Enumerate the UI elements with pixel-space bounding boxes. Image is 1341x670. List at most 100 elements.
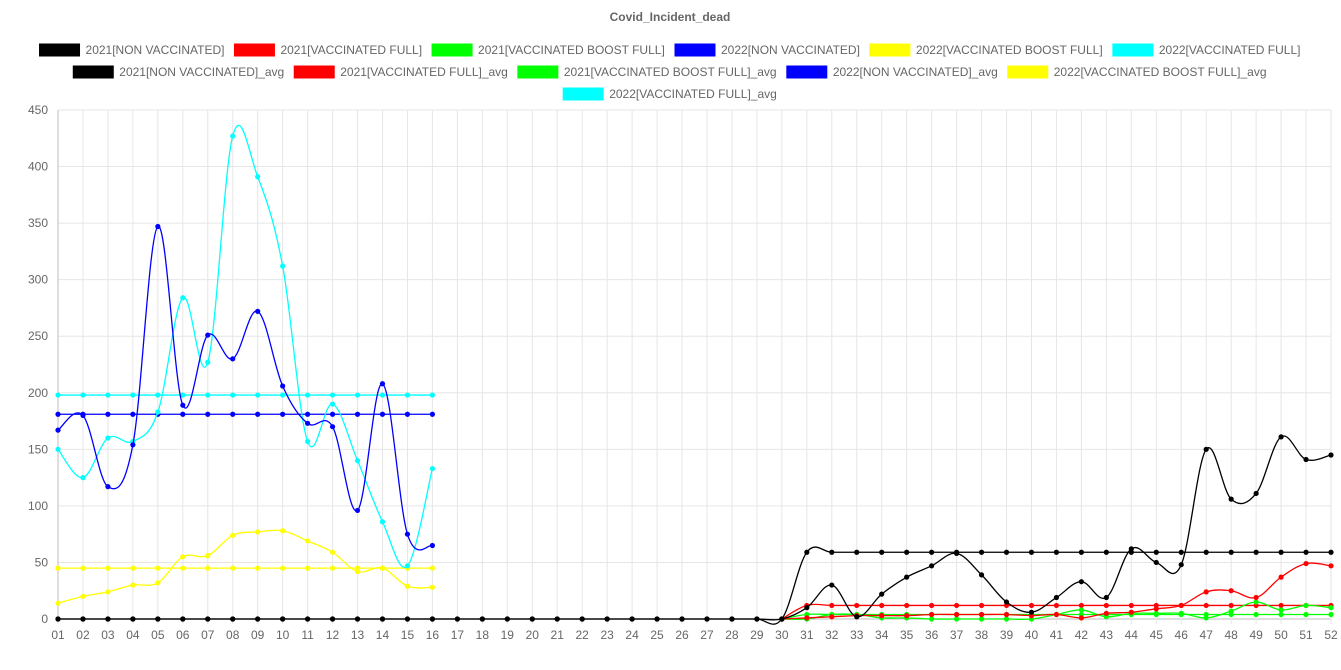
data-point	[729, 616, 735, 622]
series-9	[55, 411, 436, 417]
data-point	[1153, 559, 1159, 566]
data-point	[55, 600, 61, 606]
data-point	[978, 616, 985, 622]
data-point	[1328, 563, 1334, 569]
legend-swatch	[431, 43, 473, 57]
data-point	[529, 616, 535, 622]
data-point	[1303, 602, 1309, 609]
data-point	[329, 616, 336, 622]
data-point	[105, 411, 111, 417]
legend-item[interactable]: 2021[VACCINATED BOOST FULL]_avg	[517, 65, 777, 79]
data-point	[180, 392, 186, 398]
data-point	[379, 392, 386, 398]
legend-item[interactable]: 2022[NON VACCINATED]	[674, 43, 860, 57]
y-tick-label: 300	[28, 273, 48, 287]
data-point	[255, 616, 261, 622]
legend-item[interactable]: 2022[NON VACCINATED]_avg	[786, 65, 998, 79]
data-point	[1078, 607, 1084, 613]
data-point	[379, 411, 386, 417]
x-axis: 01 02 03 04 05 06 07 08 09 10 11 12 13 14 15 16 17 18 19 20…	[51, 628, 1338, 642]
legend-item[interactable]: 2021[NON VACCINATED]_avg	[72, 65, 284, 79]
data-point	[255, 529, 261, 535]
series-line	[57, 529, 433, 604]
x-tick-label: 52	[1324, 628, 1338, 642]
data-point	[1128, 609, 1134, 615]
data-point	[429, 584, 436, 590]
data-point	[404, 583, 411, 589]
legend-item[interactable]: 2021[VACCINATED FULL]	[233, 43, 422, 57]
data-point	[329, 392, 336, 398]
x-tick-label: 14	[376, 628, 390, 642]
x-tick-label: 48	[1224, 628, 1238, 642]
legend-swatch	[674, 43, 716, 57]
series-line	[57, 225, 433, 551]
data-point	[879, 591, 885, 597]
data-point	[804, 549, 810, 555]
data-point	[329, 549, 336, 555]
legend-item[interactable]: 2021[NON VACCINATED]	[39, 43, 225, 57]
x-tick-label: 47	[1200, 628, 1214, 642]
data-point	[130, 392, 136, 398]
legend-label: 2021[NON VACCINATED]	[86, 43, 225, 57]
data-point	[404, 616, 411, 622]
data-point	[429, 465, 436, 472]
legend-item[interactable]: 2022[VACCINATED BOOST FULL]	[869, 43, 1103, 57]
x-tick-label: 12	[326, 628, 340, 642]
data-point	[629, 616, 635, 622]
x-tick-label: 16	[426, 628, 440, 642]
data-point	[404, 563, 411, 569]
data-point	[205, 553, 211, 559]
data-point	[854, 602, 860, 609]
x-tick-label: 08	[226, 628, 240, 642]
data-point	[230, 411, 236, 417]
data-point	[155, 223, 161, 230]
legend-item[interactable]: 2022[VACCINATED BOOST FULL]_avg	[1007, 65, 1267, 79]
data-point	[105, 616, 111, 622]
data-point	[429, 411, 436, 417]
x-tick-label: 36	[925, 628, 939, 642]
data-point	[978, 602, 985, 609]
x-tick-label: 42	[1075, 628, 1089, 642]
data-point	[679, 616, 685, 622]
legend-item[interactable]: 2022[VACCINATED FULL]_avg	[562, 87, 777, 101]
x-tick-label: 09	[251, 628, 265, 642]
series-10	[55, 565, 436, 571]
legend-item[interactable]: 2022[VACCINATED FULL]	[1112, 43, 1301, 57]
x-tick-label: 43	[1100, 628, 1114, 642]
data-point	[255, 308, 261, 314]
legend-item[interactable]: 2021[VACCINATED BOOST FULL]	[431, 43, 665, 57]
data-point	[1228, 588, 1234, 594]
data-point	[280, 528, 286, 534]
x-tick-label: 27	[700, 628, 714, 642]
data-point	[255, 174, 261, 180]
data-point	[1103, 594, 1109, 601]
x-tick-label: 46	[1175, 628, 1189, 642]
x-tick-label: 41	[1050, 628, 1064, 642]
data-point	[55, 392, 61, 398]
x-tick-label: 50	[1274, 628, 1288, 642]
legend[interactable]: 2021[NON VACCINATED] 2021[VACCINATED FULL…	[39, 43, 1301, 101]
x-tick-label: 03	[101, 628, 115, 642]
grid	[57, 109, 1332, 624]
x-tick-label: 20	[526, 628, 540, 642]
legend-swatch	[293, 65, 335, 79]
data-point	[329, 565, 336, 571]
data-point	[230, 356, 236, 362]
data-point	[854, 549, 860, 555]
legend-item[interactable]: 2021[VACCINATED FULL]_avg	[293, 65, 508, 79]
data-point	[130, 411, 136, 417]
data-point	[379, 565, 386, 571]
x-tick-label: 06	[176, 628, 190, 642]
data-point	[1278, 549, 1284, 555]
data-point	[704, 616, 710, 622]
data-point	[579, 616, 585, 622]
x-tick-label: 44	[1125, 628, 1139, 642]
data-point	[929, 602, 935, 609]
data-point	[1278, 574, 1284, 580]
data-point	[1078, 579, 1084, 585]
legend-swatch	[786, 65, 828, 79]
data-point	[155, 392, 161, 398]
data-point	[379, 381, 386, 387]
data-point	[929, 616, 935, 622]
data-point	[1053, 611, 1060, 618]
